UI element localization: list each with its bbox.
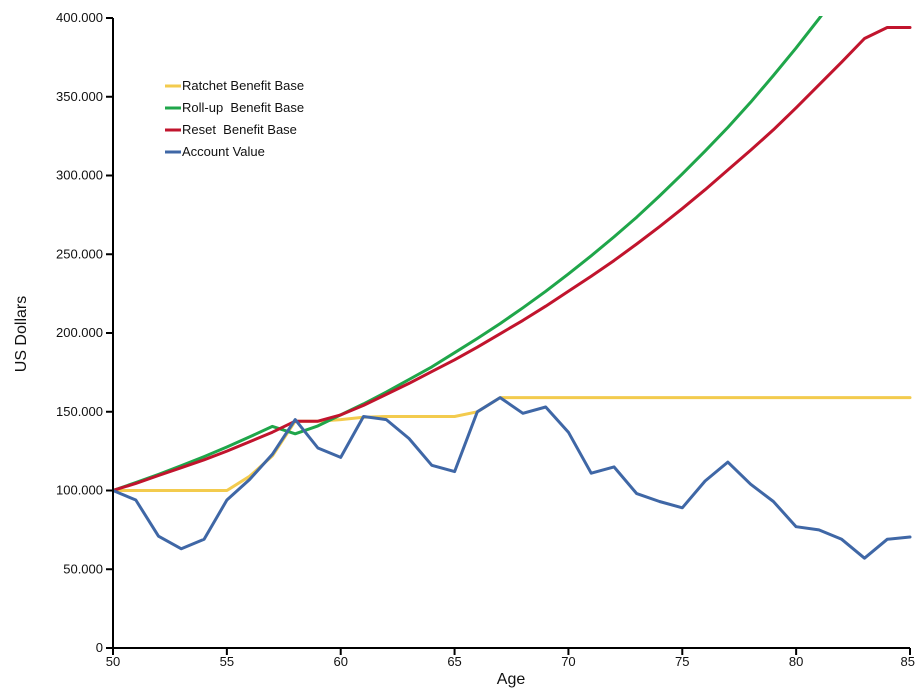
y-tick-label: 350.000 [56,89,103,104]
y-tick-label: 50.000 [63,561,103,576]
legend-label-account-value: Account Value [182,144,265,159]
x-tick-label: 85 [901,654,915,669]
x-tick-label: 55 [220,654,234,669]
legend-label-reset-benefit-base: Reset Benefit Base [182,122,297,137]
y-tick-label: 400.000 [56,10,103,25]
y-tick-label: 300.000 [56,168,103,183]
chart-legend: Ratchet Benefit Base Roll-up Benefit Base… [165,78,304,159]
y-tick-label: 0 [96,640,103,655]
x-tick-label: 70 [561,654,575,669]
legend-label-roll-up-benefit-base: Roll-up Benefit Base [182,100,304,115]
x-axis-title: Age [497,671,526,688]
series-line-account-value [113,398,910,559]
x-tick-label: 80 [789,654,803,669]
x-tick-label: 65 [447,654,461,669]
y-ticks: 0 50.000 100.000 150.000 200.000 250.000 300.0… [56,10,113,655]
y-axis-title: US Dollars [13,296,30,372]
y-tick-label: 150.000 [56,404,103,419]
x-tick-label: 75 [675,654,689,669]
y-tick-label: 250.000 [56,246,103,261]
x-tick-label: 50 [106,654,120,669]
x-tick-label: 60 [333,654,347,669]
legend-label-ratchet-benefit-base: Ratchet Benefit Base [182,78,304,93]
y-tick-label: 200.000 [56,325,103,340]
x-ticks: 50 55 60 65 70 75 80 85 [106,648,915,669]
y-tick-label: 100.000 [56,483,103,498]
series-line-roll-up-benefit-base [113,0,910,491]
series-line-reset-benefit-base [113,28,910,491]
